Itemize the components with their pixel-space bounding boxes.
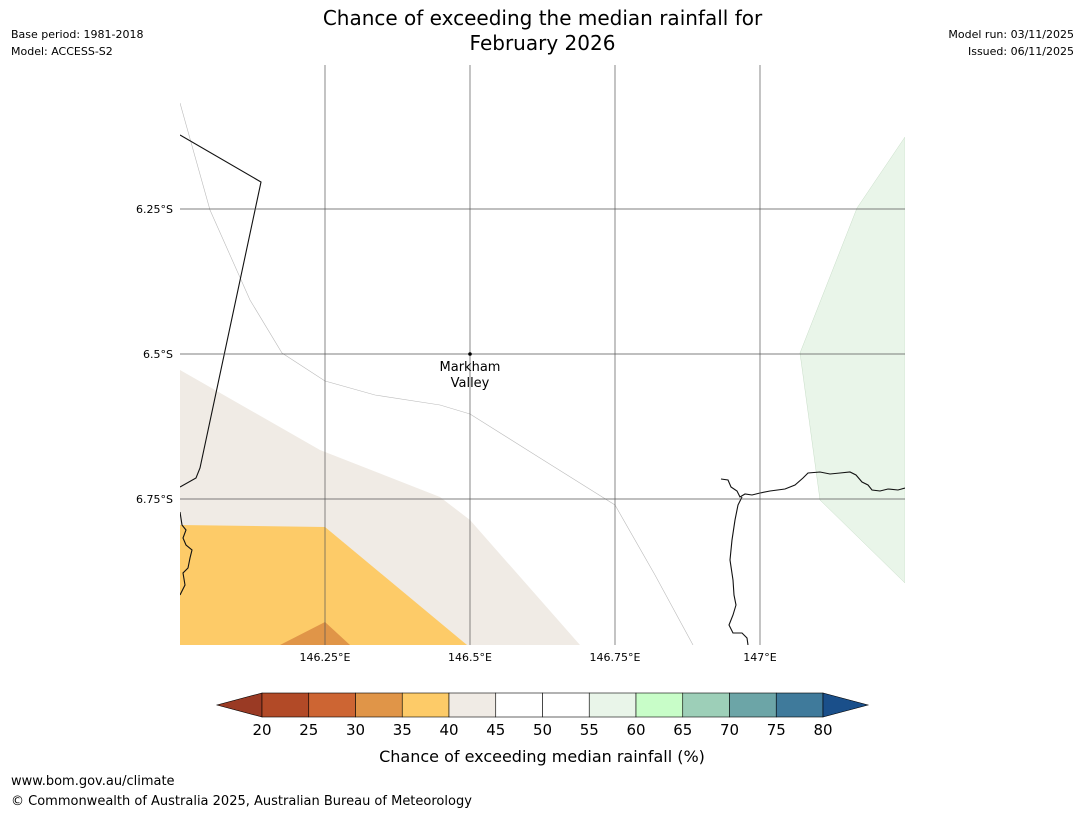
region-35-40 — [180, 525, 467, 645]
model-run-text: Model run: 03/11/2025 — [948, 28, 1074, 41]
place-marker — [468, 352, 472, 356]
lat-label-6-75: 6.75°S — [136, 493, 173, 506]
coastline-west — [180, 511, 193, 596]
legend-under-arrow — [215, 692, 263, 718]
top-right-info: Model run: 03/11/2025 Issued: 06/11/2025 — [948, 26, 1074, 60]
legend-bin — [401, 692, 450, 718]
legend-colorbar — [215, 692, 870, 718]
legend-tick-label: 80 — [813, 721, 832, 739]
lat-label-6-5: 6.5°S — [143, 348, 173, 361]
legend-tick-label: 70 — [720, 721, 739, 739]
place-label-line-2: Valley — [451, 376, 490, 391]
map-area — [180, 65, 905, 645]
legend-tick-label: 65 — [673, 721, 692, 739]
legend-bin — [588, 692, 637, 718]
legend-bin — [495, 692, 543, 718]
legend-tick-labels: 20 25 30 35 40 45 50 55 60 65 70 75 80 — [252, 721, 832, 739]
legend-bin — [729, 692, 777, 718]
legend-bin — [635, 692, 684, 718]
border-west — [180, 134, 262, 488]
model-text: Model: ACCESS-S2 — [11, 45, 113, 58]
base-period-text: Base period: 1981-2018 — [11, 28, 144, 41]
legend-title: Chance of exceeding median rainfall (%) — [379, 747, 705, 766]
place-label-line-1: Markham — [440, 360, 501, 375]
legend-over-arrow — [822, 692, 870, 718]
region-30-35 — [280, 622, 350, 645]
legend-bin — [775, 692, 824, 718]
legend-tick-label: 40 — [439, 721, 458, 739]
region-55-60 — [799, 136, 905, 584]
title-line-1: Chance of exceeding the median rainfall … — [322, 6, 763, 30]
map-title: Chance of exceeding the median rainfall … — [0, 6, 1085, 56]
title-line-2: February 2026 — [469, 31, 616, 55]
legend-tick-label: 60 — [626, 721, 645, 739]
legend-bin — [355, 692, 403, 718]
legend-tick-label: 55 — [580, 721, 599, 739]
top-left-info: Base period: 1981-2018 Model: ACCESS-S2 — [11, 26, 143, 60]
legend-tick-label: 50 — [533, 721, 552, 739]
lon-label-146-75: 146.75°E — [590, 651, 641, 664]
legend-bin — [308, 692, 356, 718]
lon-label-146-5: 146.5°E — [448, 651, 492, 664]
lon-label-146-25: 146.25°E — [300, 651, 351, 664]
footer-url: www.bom.gov.au/climate — [11, 774, 175, 789]
legend-tick-label: 75 — [767, 721, 786, 739]
legend-bin — [261, 692, 310, 718]
footer-copyright: © Commonwealth of Australia 2025, Austra… — [11, 794, 472, 809]
legend-tick-label: 35 — [393, 721, 412, 739]
province-boundary — [180, 102, 694, 645]
lat-label-6-25: 6.25°S — [136, 203, 173, 216]
legend-bin — [682, 692, 730, 718]
legend-tick-label: 30 — [346, 721, 365, 739]
issued-text: Issued: 06/11/2025 — [967, 45, 1074, 58]
legend-tick-label: 20 — [252, 721, 271, 739]
legend-bin — [448, 692, 497, 718]
lon-label-147: 147°E — [743, 651, 776, 664]
legend-tick-label: 45 — [486, 721, 505, 739]
legend-tick-label: 25 — [299, 721, 318, 739]
legend-bin — [542, 692, 590, 718]
coastline-east — [720, 471, 905, 645]
graticule — [180, 65, 905, 645]
